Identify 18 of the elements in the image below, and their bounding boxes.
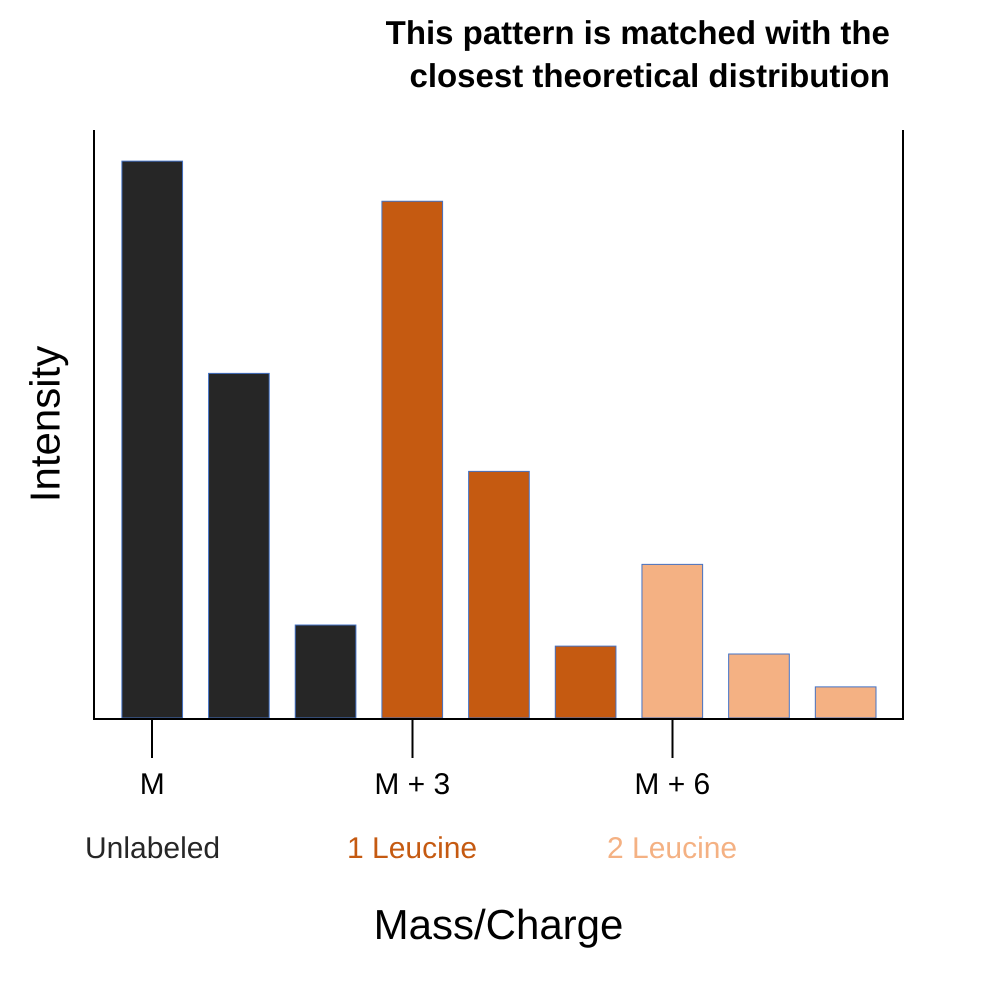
text: Unlabeled — [85, 832, 220, 865]
bar — [814, 686, 876, 718]
bar — [641, 564, 704, 718]
bar — [728, 653, 790, 718]
bar — [554, 646, 616, 718]
x-axis-title: Mass/Charge — [374, 901, 624, 948]
bar — [294, 624, 356, 718]
x-tick-label: M — [140, 768, 165, 801]
bar — [381, 200, 444, 718]
x-tick-label: M + 3 — [374, 768, 450, 801]
text: 2 Leucine — [607, 832, 738, 865]
chart-title: This pattern is matched with the closest theoretical distribution — [386, 14, 890, 94]
bar — [468, 470, 530, 718]
bar — [208, 372, 270, 718]
bar — [121, 160, 184, 718]
x-tick-label: M + 6 — [634, 768, 710, 801]
y-axis-title: Intensity — [22, 346, 69, 502]
text: 1 Leucine — [347, 832, 478, 865]
